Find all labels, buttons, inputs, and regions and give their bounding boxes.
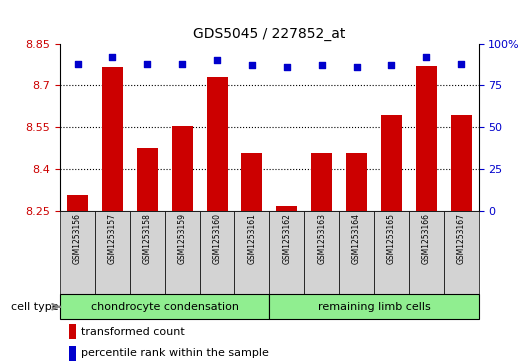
Text: GSM1253156: GSM1253156 bbox=[73, 213, 82, 264]
Bar bbox=[276, 206, 297, 211]
FancyBboxPatch shape bbox=[60, 294, 269, 319]
FancyBboxPatch shape bbox=[95, 211, 130, 294]
Text: GSM1253164: GSM1253164 bbox=[352, 213, 361, 264]
Point bbox=[387, 62, 395, 68]
Bar bbox=[67, 195, 88, 211]
Title: GDS5045 / 227852_at: GDS5045 / 227852_at bbox=[193, 27, 346, 41]
Text: GSM1253160: GSM1253160 bbox=[212, 213, 222, 264]
Point bbox=[143, 61, 152, 66]
Point bbox=[457, 61, 465, 66]
Text: GSM1253158: GSM1253158 bbox=[143, 213, 152, 264]
Bar bbox=[311, 154, 332, 211]
Point bbox=[317, 62, 326, 68]
Text: cell type: cell type bbox=[11, 302, 59, 312]
Bar bbox=[242, 154, 263, 211]
Bar bbox=[69, 324, 76, 339]
Bar bbox=[137, 148, 158, 211]
FancyBboxPatch shape bbox=[234, 211, 269, 294]
FancyBboxPatch shape bbox=[269, 294, 479, 319]
Point bbox=[73, 61, 82, 66]
FancyBboxPatch shape bbox=[200, 211, 234, 294]
Text: GSM1253161: GSM1253161 bbox=[247, 213, 256, 264]
Bar bbox=[172, 126, 192, 211]
Text: transformed count: transformed count bbox=[81, 327, 185, 337]
FancyBboxPatch shape bbox=[304, 211, 339, 294]
Text: GSM1253157: GSM1253157 bbox=[108, 213, 117, 264]
Text: GSM1253159: GSM1253159 bbox=[178, 213, 187, 264]
Bar bbox=[346, 154, 367, 211]
Point bbox=[353, 64, 361, 70]
FancyBboxPatch shape bbox=[165, 211, 200, 294]
Bar bbox=[451, 114, 472, 211]
Text: chondrocyte condensation: chondrocyte condensation bbox=[91, 302, 238, 312]
Point bbox=[422, 54, 430, 60]
FancyBboxPatch shape bbox=[269, 211, 304, 294]
Bar bbox=[69, 346, 76, 361]
Text: GSM1253167: GSM1253167 bbox=[457, 213, 465, 264]
Bar bbox=[102, 67, 123, 211]
Point bbox=[108, 54, 117, 60]
FancyBboxPatch shape bbox=[60, 211, 95, 294]
Point bbox=[248, 62, 256, 68]
Point bbox=[213, 57, 221, 63]
Point bbox=[282, 64, 291, 70]
Bar bbox=[207, 77, 228, 211]
Text: remaining limb cells: remaining limb cells bbox=[317, 302, 430, 312]
Text: GSM1253166: GSM1253166 bbox=[422, 213, 431, 264]
FancyBboxPatch shape bbox=[409, 211, 444, 294]
FancyBboxPatch shape bbox=[130, 211, 165, 294]
Text: GSM1253165: GSM1253165 bbox=[387, 213, 396, 264]
Text: percentile rank within the sample: percentile rank within the sample bbox=[81, 348, 269, 358]
Bar bbox=[381, 114, 402, 211]
Text: GSM1253162: GSM1253162 bbox=[282, 213, 291, 264]
Point bbox=[178, 61, 186, 66]
Text: GSM1253163: GSM1253163 bbox=[317, 213, 326, 264]
FancyBboxPatch shape bbox=[339, 211, 374, 294]
FancyBboxPatch shape bbox=[374, 211, 409, 294]
Bar bbox=[416, 66, 437, 211]
FancyBboxPatch shape bbox=[444, 211, 479, 294]
